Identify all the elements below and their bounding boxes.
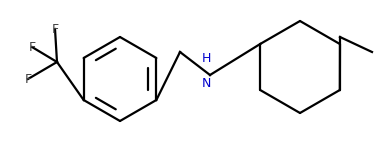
Text: F: F xyxy=(29,41,36,54)
Text: N: N xyxy=(201,77,211,90)
Text: F: F xyxy=(25,72,32,86)
Text: F: F xyxy=(52,22,59,35)
Text: H: H xyxy=(201,52,211,65)
